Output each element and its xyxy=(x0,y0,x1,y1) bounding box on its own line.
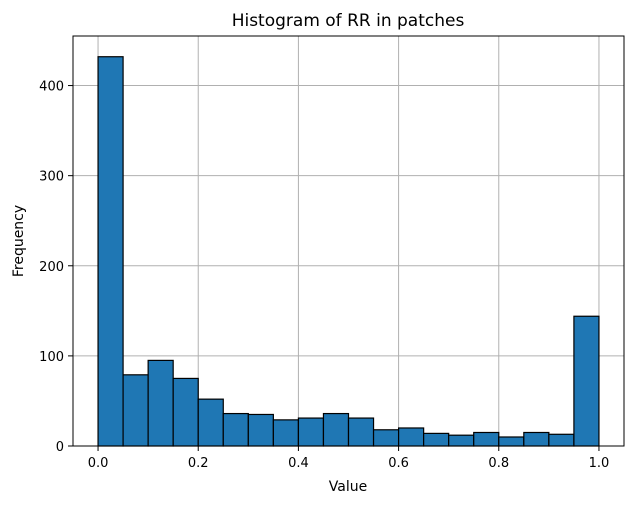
x-tick-label: 0.0 xyxy=(88,456,109,471)
histogram-bar xyxy=(473,431,500,447)
x-axis-title: Value xyxy=(329,479,367,495)
grid-lines xyxy=(73,36,624,447)
histogram-bar xyxy=(272,419,300,447)
histogram-bar xyxy=(322,412,350,447)
histogram-bar xyxy=(423,432,450,447)
histogram-bar xyxy=(548,433,575,447)
x-tick-label: 1.0 xyxy=(589,456,610,471)
y-axis-title: Frequency xyxy=(11,205,27,277)
histogram-bar xyxy=(147,359,174,447)
histogram-bar xyxy=(172,377,199,447)
histogram-bar xyxy=(523,431,550,447)
axis-ticks: 0.0 0.2 0.4 0.6 0.8 1.0 0 100 200 300 400 xyxy=(39,80,609,471)
y-tick-label: 0 xyxy=(56,440,64,455)
histogram-bar xyxy=(222,412,249,447)
y-tick-label: 400 xyxy=(39,80,64,95)
histogram-bar xyxy=(297,417,325,447)
histogram-bar xyxy=(397,427,425,447)
histogram-bar xyxy=(97,56,124,447)
histogram-bar xyxy=(448,434,475,447)
y-tick-label: 100 xyxy=(39,350,64,365)
y-tick-label: 200 xyxy=(39,260,64,275)
histogram-bar xyxy=(372,429,400,447)
x-tick-label: 0.4 xyxy=(288,456,309,471)
plot-frame xyxy=(72,35,625,447)
y-tick-label: 300 xyxy=(39,170,64,185)
histogram-bar xyxy=(197,398,224,447)
x-tick-label: 0.2 xyxy=(188,456,209,471)
x-tick-label: 0.6 xyxy=(388,456,409,471)
histogram-bar xyxy=(573,315,600,447)
chart-title: Histogram of RR in patches xyxy=(232,11,465,31)
x-tick-label: 0.8 xyxy=(488,456,509,471)
histogram-bar xyxy=(347,417,375,447)
histogram-bar xyxy=(122,374,149,447)
histogram-bar xyxy=(498,436,525,447)
histogram-bar xyxy=(247,413,274,447)
histogram-bars xyxy=(97,56,600,447)
